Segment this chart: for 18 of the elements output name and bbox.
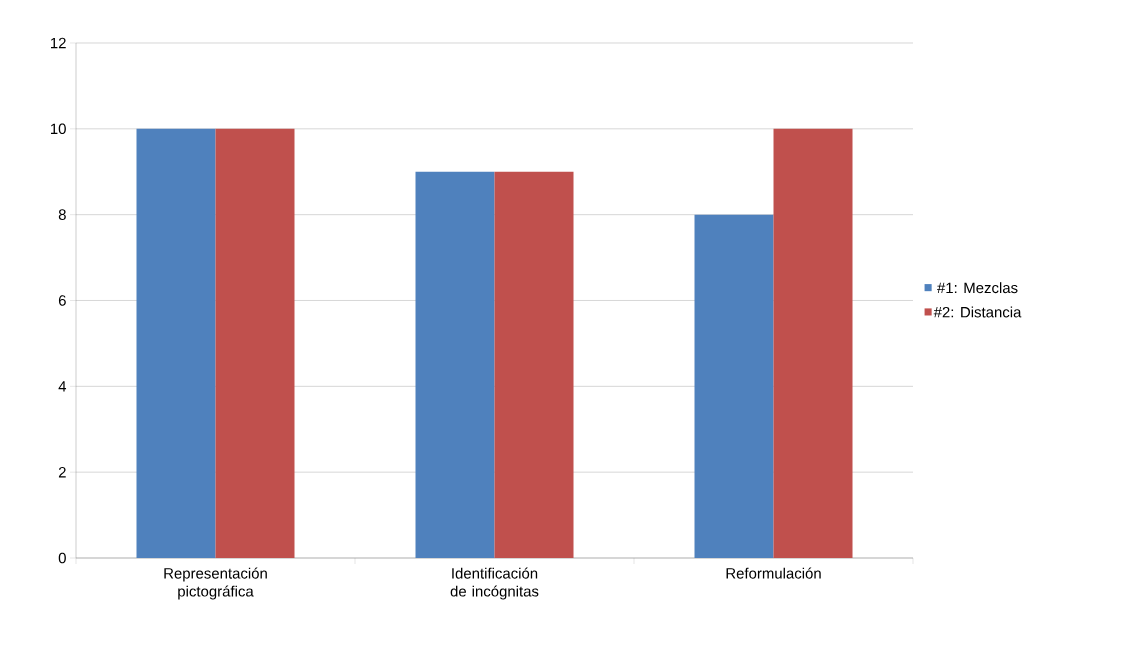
bar — [415, 171, 495, 558]
y-tick-label: 0 — [58, 552, 66, 564]
y-tick-label: 6 — [58, 295, 66, 306]
x-tick-label: Identificación de incógnitas — [450, 567, 539, 600]
y-tick-label: 12 — [51, 37, 66, 49]
bar — [694, 214, 774, 558]
y-tick-label: 8 — [58, 209, 66, 220]
legend-label: #2: Distancia — [933, 306, 1022, 318]
legend-label: #1: Mezclas — [937, 282, 1018, 294]
y-tick-label: 4 — [58, 381, 67, 392]
bar — [773, 128, 853, 558]
x-tick-label: Representación pictográfica — [164, 567, 267, 600]
bar — [136, 128, 216, 558]
y-tick-label: 2 — [58, 466, 66, 478]
x-tick-label: Reformulación — [726, 567, 821, 579]
bar — [494, 171, 574, 558]
y-tick-label: 10 — [51, 123, 66, 135]
bar — [215, 128, 295, 558]
